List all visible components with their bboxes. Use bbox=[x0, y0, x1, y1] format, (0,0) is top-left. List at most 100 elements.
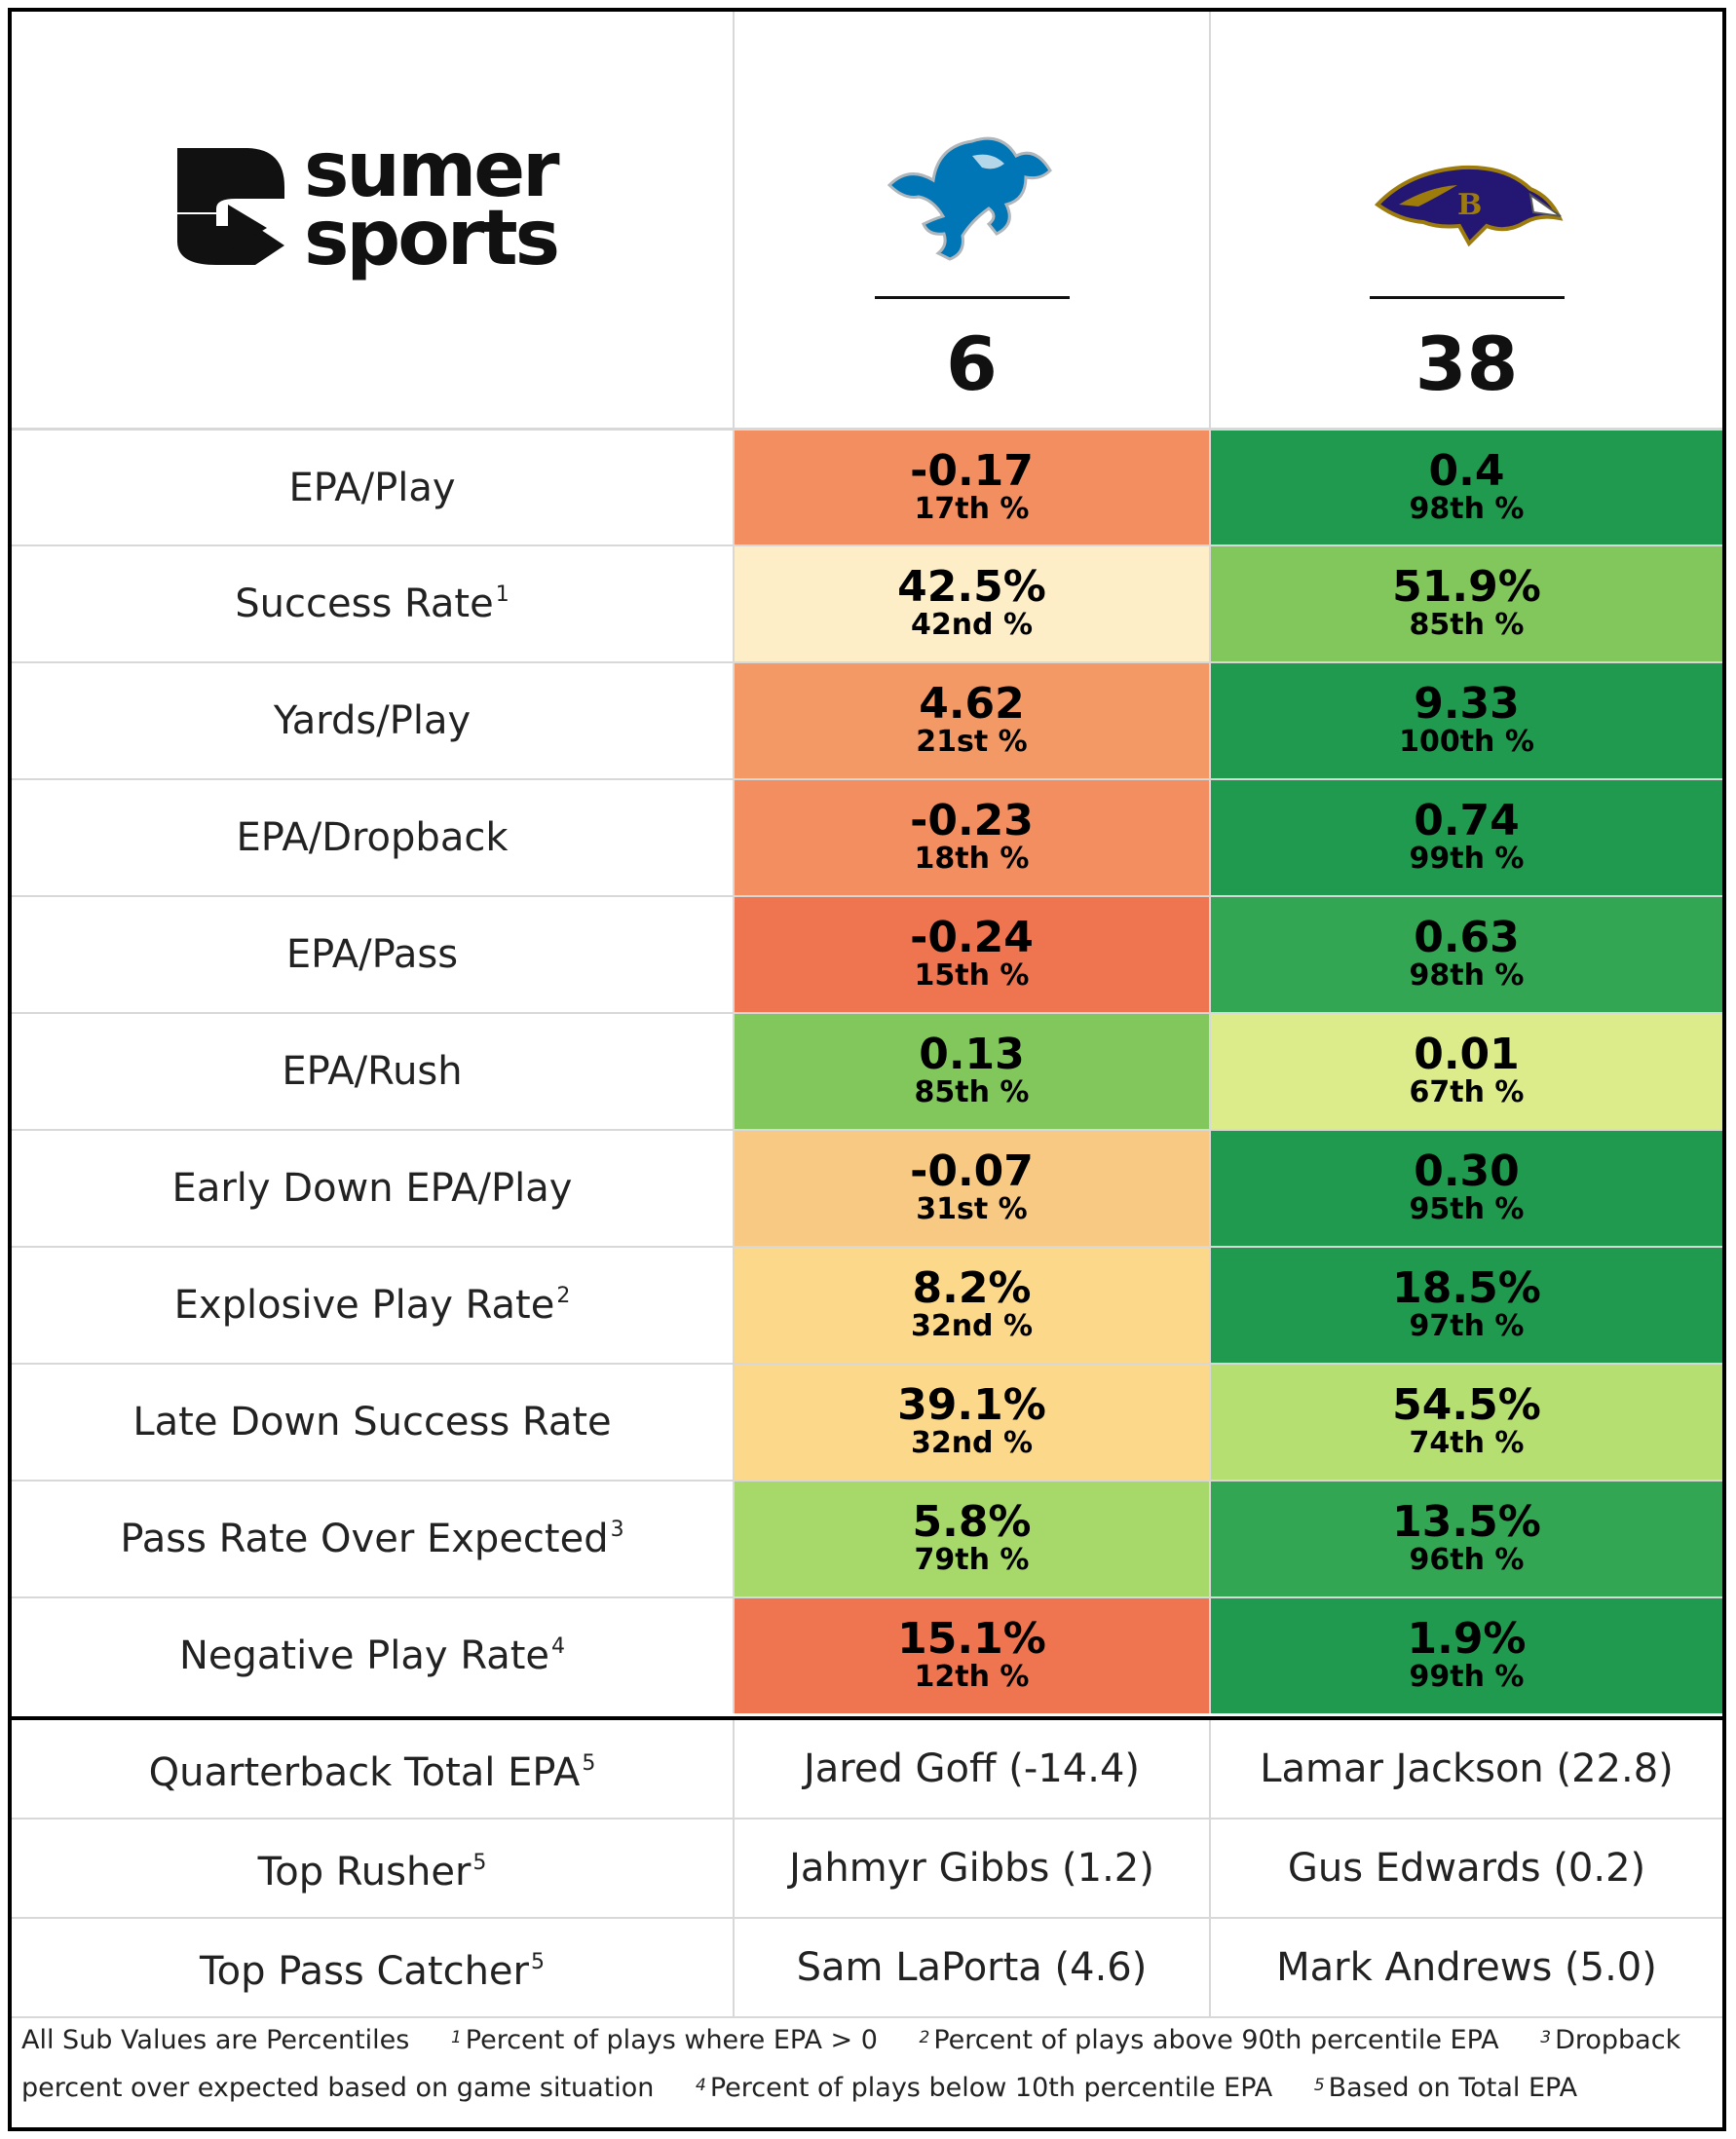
player-footnote-ref: 5 bbox=[530, 1949, 545, 1974]
team-b-metric-percentile: 100th % bbox=[1399, 725, 1534, 759]
team-a-metric-cell: -0.24 15th % bbox=[733, 897, 1209, 1012]
metric-label: EPA/Pass bbox=[285, 932, 459, 977]
footnote-5: 5 Based on Total EPA bbox=[1313, 2073, 1578, 2103]
team-a-metric-cell: -0.23 18th % bbox=[733, 780, 1209, 895]
metric-row: EPA/Rush 0.13 85th % 0.01 67th % bbox=[12, 1012, 1722, 1129]
brand-cell: sumer sports bbox=[12, 12, 733, 428]
team-a-metric-percentile: 32nd % bbox=[910, 1426, 1034, 1460]
team-b-player: Lamar Jackson (22.8) bbox=[1209, 1720, 1722, 1818]
team-a-metric-cell: 42.5% 42nd % bbox=[733, 546, 1209, 661]
metric-label: EPA/Dropback bbox=[236, 815, 509, 860]
team-a-metric-cell: -0.17 17th % bbox=[733, 431, 1209, 544]
team-b-header: B 38 bbox=[1209, 12, 1722, 428]
team-b-metric-percentile: 96th % bbox=[1409, 1543, 1525, 1577]
metric-label: Pass Rate Over Expected 3 bbox=[120, 1517, 624, 1561]
metric-label: Negative Play Rate 4 bbox=[178, 1633, 566, 1678]
metric-label: Late Down Success Rate bbox=[132, 1400, 612, 1445]
metric-row: Yards/Play 4.62 21st % 9.33 100th % bbox=[12, 661, 1722, 778]
player-row: Top Rusher 5 Jahmyr Gibbs (1.2) Gus Edwards… bbox=[12, 1820, 1722, 1919]
team-a-metric-percentile: 17th % bbox=[914, 491, 1030, 526]
brand-line-1: sumer bbox=[304, 127, 560, 214]
team-a-metric-percentile: 42nd % bbox=[910, 608, 1034, 642]
team-a-player: Jared Goff (-14.4) bbox=[733, 1720, 1209, 1818]
team-b-metric-cell: 0.63 98th % bbox=[1209, 897, 1722, 1012]
player-row: Top Pass Catcher 5 Sam LaPorta (4.6) Mark A… bbox=[12, 1919, 1722, 2018]
metric-footnote-ref: 1 bbox=[495, 582, 509, 607]
team-a-metric-value: 0.13 bbox=[919, 1030, 1025, 1079]
sumer-logo-text: sumer sports bbox=[304, 127, 560, 277]
metric-row: Negative Play Rate 4 15.1% 12th % 1.9% 99th % bbox=[12, 1596, 1722, 1713]
team-b-metric-cell: 18.5% 97th % bbox=[1209, 1248, 1722, 1363]
player-category-label: Quarterback Total EPA 5 bbox=[148, 1750, 596, 1795]
metric-footnote-ref: 4 bbox=[551, 1633, 566, 1659]
team-b-metric-cell: 0.4 98th % bbox=[1209, 431, 1722, 544]
team-b-player: Mark Andrews (5.0) bbox=[1209, 1919, 1722, 2016]
team-b-metric-percentile: 95th % bbox=[1409, 1192, 1525, 1226]
metric-row: Explosive Play Rate 2 8.2% 32nd % 18.5% 97th … bbox=[12, 1246, 1722, 1363]
team-a-divider bbox=[874, 296, 1070, 299]
team-a-metric-percentile: 85th % bbox=[914, 1075, 1030, 1109]
metric-footnote-ref: 2 bbox=[556, 1283, 571, 1308]
footnotes: All Sub Values are Percentiles 1 Percent … bbox=[21, 2018, 1707, 2114]
team-b-metric-value: 0.01 bbox=[1414, 1030, 1520, 1079]
team-a-metric-cell: 39.1% 32nd % bbox=[733, 1365, 1209, 1480]
metric-label: Success Rate 1 bbox=[235, 582, 509, 626]
team-b-metric-value: 51.9% bbox=[1392, 562, 1541, 612]
team-a-metric-percentile: 21st % bbox=[916, 725, 1028, 759]
team-a-metric-value: 8.2% bbox=[912, 1263, 1032, 1313]
team-a-metric-cell: 5.8% 79th % bbox=[733, 1482, 1209, 1596]
team-a-metric-value: -0.23 bbox=[910, 796, 1034, 845]
team-a-metric-percentile: 12th % bbox=[914, 1660, 1030, 1694]
team-b-metric-value: 0.74 bbox=[1414, 796, 1520, 845]
team-b-metric-value: 0.63 bbox=[1414, 913, 1520, 962]
metric-row: Pass Rate Over Expected 3 5.8% 79th % 13.5% 9… bbox=[12, 1480, 1722, 1596]
ravens-logo-icon: B bbox=[1374, 165, 1563, 247]
team-b-metric-percentile: 99th % bbox=[1409, 1660, 1525, 1694]
team-a-player: Sam LaPorta (4.6) bbox=[733, 1919, 1209, 2016]
team-a-metric-cell: 0.13 85th % bbox=[733, 1014, 1209, 1129]
team-b-metric-value: 54.5% bbox=[1392, 1380, 1541, 1430]
team-a-metric-percentile: 79th % bbox=[914, 1543, 1030, 1577]
team-a-metric-percentile: 18th % bbox=[914, 842, 1030, 876]
player-footnote-ref: 5 bbox=[472, 1850, 487, 1875]
team-b-metric-percentile: 85th % bbox=[1409, 608, 1525, 642]
team-a-metric-value: 4.62 bbox=[919, 679, 1025, 729]
player-row: Quarterback Total EPA 5 Jared Goff (-14.4)… bbox=[12, 1720, 1722, 1820]
team-b-metric-percentile: 67th % bbox=[1409, 1075, 1525, 1109]
team-b-metric-value: 9.33 bbox=[1414, 679, 1520, 729]
svg-text:B: B bbox=[1457, 188, 1482, 222]
player-footnote-ref: 5 bbox=[582, 1750, 596, 1776]
team-b-metric-cell: 54.5% 74th % bbox=[1209, 1365, 1722, 1480]
footnote-intro: All Sub Values are Percentiles bbox=[21, 2025, 410, 2055]
team-b-metric-percentile: 98th % bbox=[1409, 958, 1525, 993]
team-b-metric-value: 0.4 bbox=[1428, 445, 1505, 496]
team-a-metric-value: -0.17 bbox=[910, 445, 1034, 496]
team-a-header: 6 bbox=[733, 12, 1209, 428]
player-category-label: Top Rusher 5 bbox=[257, 1850, 487, 1895]
metric-label: EPA/Play bbox=[288, 465, 456, 510]
team-a-metric-cell: -0.07 31st % bbox=[733, 1131, 1209, 1246]
team-a-metric-cell: 4.62 21st % bbox=[733, 663, 1209, 778]
team-a-score: 6 bbox=[946, 320, 998, 407]
players-table: Quarterback Total EPA 5 Jared Goff (-14.4)… bbox=[12, 1716, 1722, 2018]
team-b-metric-percentile: 97th % bbox=[1409, 1309, 1525, 1343]
team-b-divider bbox=[1369, 296, 1565, 299]
metric-row: Success Rate 1 42.5% 42nd % 51.9% 85th % bbox=[12, 544, 1722, 661]
team-a-metric-cell: 8.2% 32nd % bbox=[733, 1248, 1209, 1363]
footnote-2: 2 Percent of plays above 90th percentile … bbox=[919, 2025, 1499, 2055]
team-a-metric-percentile: 32nd % bbox=[910, 1309, 1034, 1343]
footnote-1: 1 Percent of plays where EPA > 0 bbox=[450, 2025, 878, 2055]
comparison-card: sumer sports 6 B 38 EPA/Play -0.17 17th % 0… bbox=[8, 8, 1726, 2131]
lions-logo-icon bbox=[887, 136, 1052, 261]
metric-row: EPA/Play -0.17 17th % 0.4 98th % bbox=[12, 428, 1722, 544]
team-b-metric-cell: 0.74 99th % bbox=[1209, 780, 1722, 895]
footnote-3: 3 Dropback percent over expected based on… bbox=[21, 2025, 1681, 2103]
team-a-metric-value: 39.1% bbox=[897, 1380, 1046, 1430]
metric-label: EPA/Rush bbox=[282, 1049, 463, 1094]
team-b-metric-cell: 0.01 67th % bbox=[1209, 1014, 1722, 1129]
team-a-metric-cell: 15.1% 12th % bbox=[733, 1598, 1209, 1713]
team-b-metric-cell: 0.30 95th % bbox=[1209, 1131, 1722, 1246]
team-a-metric-value: -0.07 bbox=[910, 1146, 1034, 1196]
team-b-metric-percentile: 99th % bbox=[1409, 842, 1525, 876]
metric-label: Yards/Play bbox=[273, 698, 472, 743]
